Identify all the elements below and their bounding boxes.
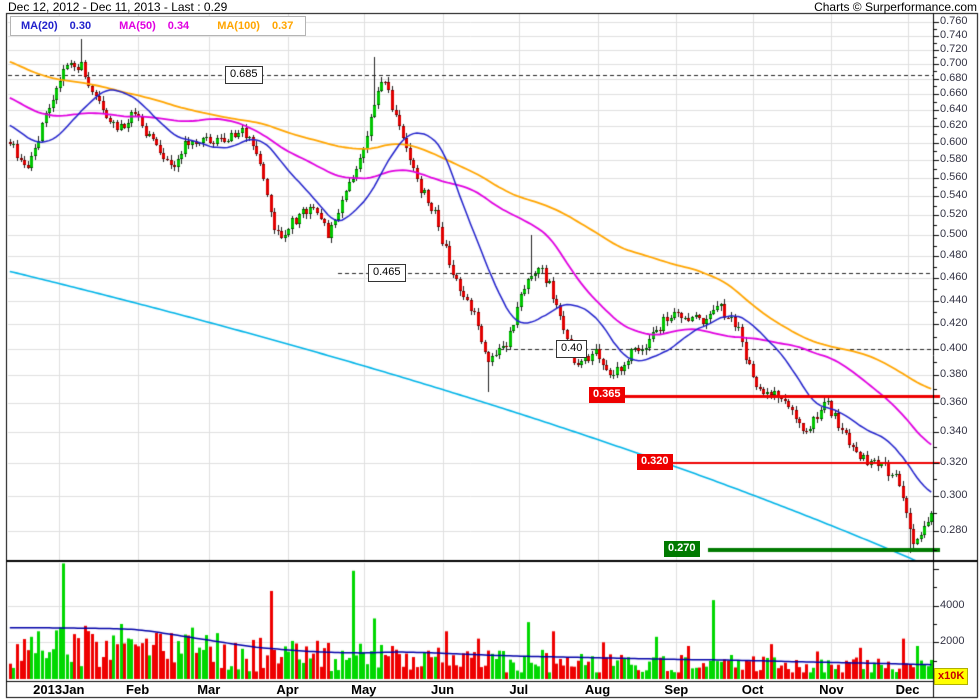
price-axis-tick-label: 0.560 <box>940 171 968 183</box>
time-axis-month-label: Aug <box>584 682 611 697</box>
support-label-0270: 0.270 <box>664 541 700 557</box>
ma50-legend-label: MA(50) <box>119 20 156 32</box>
volume-axis-tick-label: 4000 <box>940 599 965 611</box>
copyright-notice: Charts © Surperformance.com <box>814 0 977 14</box>
date-range-title: Dec 12, 2012 - Dec 11, 2013 - Last : 0.2… <box>8 0 228 14</box>
time-axis-month-label: Jul <box>509 682 529 697</box>
price-axis-tick-label: 0.420 <box>940 317 968 329</box>
support-label-0320: 0.320 <box>637 454 673 470</box>
volume-axis-tick-label: 2000 <box>940 635 965 647</box>
time-axis-month-label: Apr <box>276 682 299 697</box>
price-axis-tick-label: 0.480 <box>940 249 968 261</box>
price-axis-tick-label: 0.660 <box>940 87 968 99</box>
support-label-0365: 0.365 <box>589 387 625 403</box>
time-axis-month-label: Nov <box>819 682 844 697</box>
ma20-legend-label: MA(20) <box>21 20 58 32</box>
price-axis-tick-label: 0.620 <box>940 119 968 131</box>
time-axis-month-label: May <box>351 682 377 697</box>
price-axis-tick-label: 0.340 <box>940 425 968 437</box>
ma100-legend-label: MA(100) <box>217 20 260 32</box>
volume-unit-badge: x10K <box>934 668 969 685</box>
time-axis-month-label: Jun <box>430 682 455 697</box>
resistance-label-0685: 0.685 <box>225 66 263 84</box>
price-axis-tick-label: 0.380 <box>940 368 968 380</box>
price-axis-tick-label: 0.300 <box>940 489 968 501</box>
ma20-legend-value: 0.30 <box>69 20 92 32</box>
time-axis-month-label: Dec <box>895 682 920 697</box>
price-axis-tick-label: 0.400 <box>940 342 968 354</box>
price-axis-tick-label: 0.720 <box>940 43 968 55</box>
price-axis-tick-label: 0.740 <box>940 29 968 41</box>
time-axis-month-label: Feb <box>126 682 150 697</box>
price-axis-tick-label: 0.280 <box>940 524 968 536</box>
price-axis-tick-label: 0.360 <box>940 396 968 408</box>
price-axis-tick-label: 0.500 <box>940 228 968 240</box>
time-axis-month-label: Sep <box>664 682 689 697</box>
price-axis-tick-label: 0.320 <box>940 456 968 468</box>
price-axis-tick-label: 0.700 <box>940 57 968 69</box>
price-axis-tick-label: 0.540 <box>940 189 968 201</box>
time-axis-month-label: Mar <box>197 682 221 697</box>
price-axis-tick-label: 0.580 <box>940 153 968 165</box>
price-axis-tick-label: 0.600 <box>940 136 968 148</box>
time-axis-month-label: Oct <box>741 682 764 697</box>
time-axis-month-label: 2013Jan <box>33 682 85 697</box>
price-axis-tick-label: 0.640 <box>940 103 968 115</box>
resistance-label-0465: 0.465 <box>368 264 406 282</box>
price-axis-tick-label: 0.520 <box>940 208 968 220</box>
ma50-legend-value: 0.34 <box>167 20 190 32</box>
ma100-legend-value: 0.37 <box>271 20 294 32</box>
price-axis-tick-label: 0.460 <box>940 271 968 283</box>
resistance-label-040: 0.40 <box>556 340 588 358</box>
price-axis-tick-label: 0.760 <box>940 15 968 27</box>
moving-average-legend: MA(20) 0.30 MA(50) 0.34 MA(100) 0.37 <box>10 16 307 36</box>
price-axis-tick-label: 0.440 <box>940 294 968 306</box>
price-axis-tick-label: 0.680 <box>940 72 968 84</box>
